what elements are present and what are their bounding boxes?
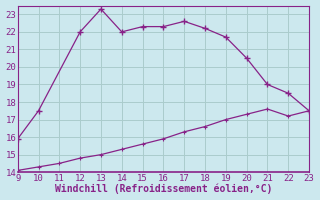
X-axis label: Windchill (Refroidissement éolien,°C): Windchill (Refroidissement éolien,°C) [55, 184, 272, 194]
